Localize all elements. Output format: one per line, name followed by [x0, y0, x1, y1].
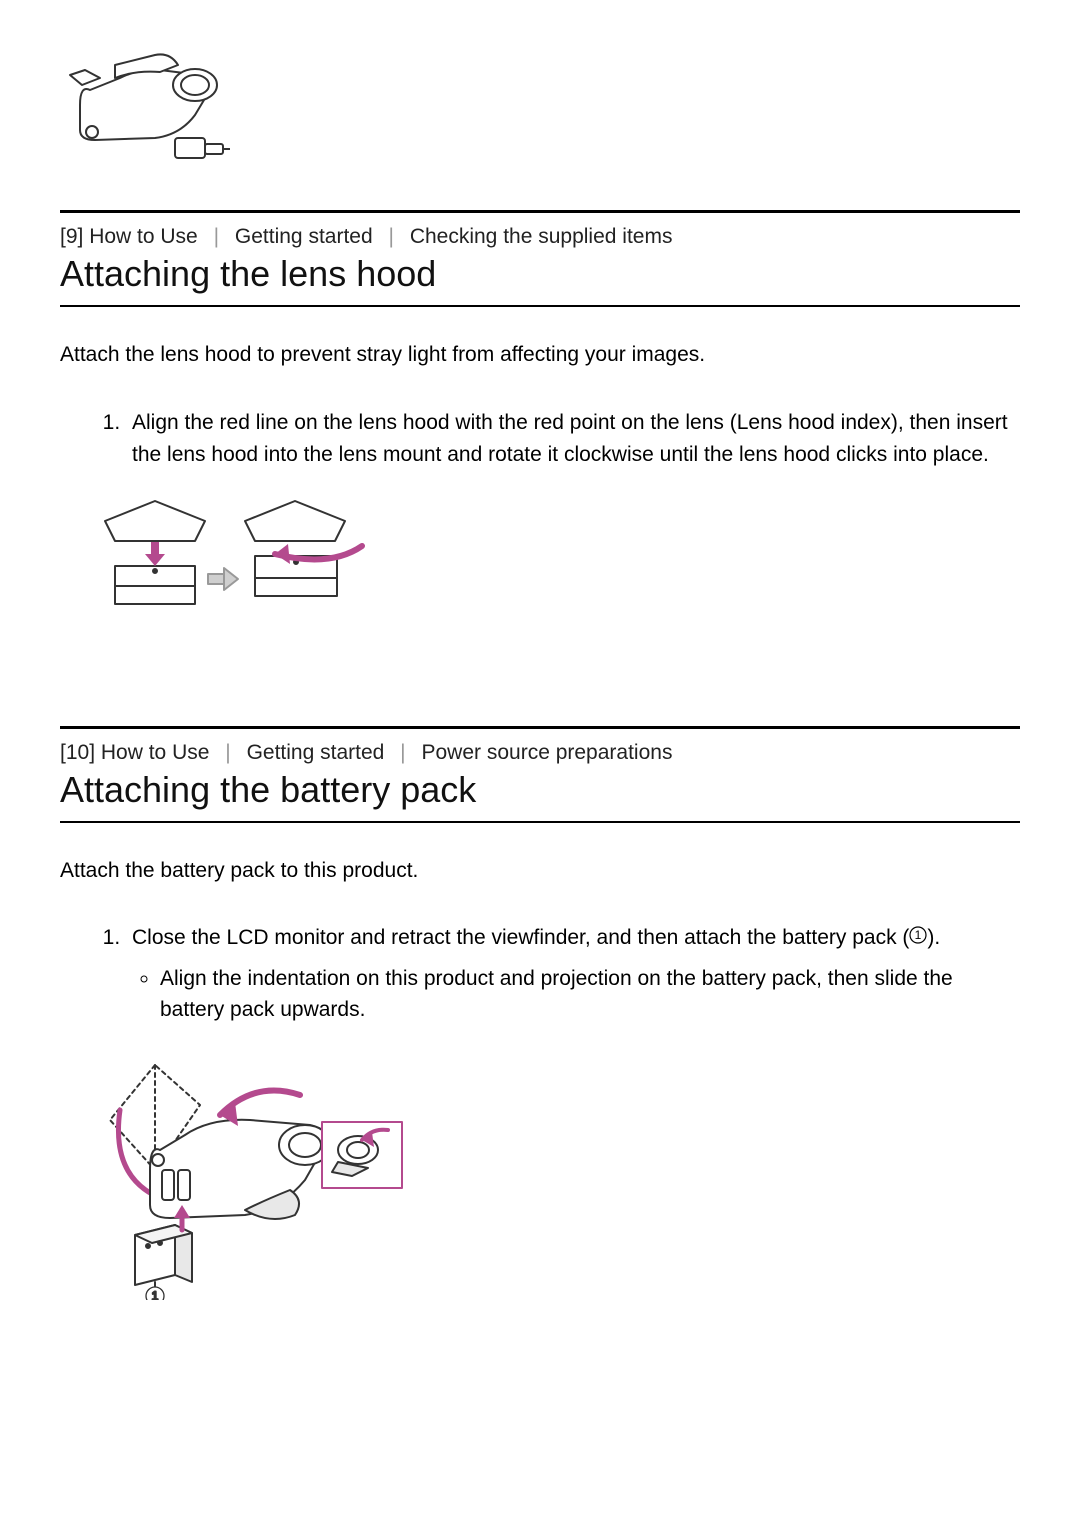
section-divider-top: [60, 210, 1020, 213]
breadcrumb-sep-icon: |: [225, 741, 230, 764]
breadcrumb-level1: How to Use: [89, 225, 198, 248]
section-intro: Attach the battery pack to this product.: [60, 855, 1020, 887]
svg-text:1: 1: [915, 928, 922, 942]
substep-list: Align the indentation on this product an…: [132, 963, 1020, 1026]
breadcrumb-num: [10]: [60, 741, 95, 764]
breadcrumb-num: [9]: [60, 225, 83, 248]
breadcrumb: [10] How to Use | Getting started | Powe…: [60, 741, 1020, 765]
camcorder-illustration-small: [60, 30, 230, 170]
substep-item: Align the indentation on this product an…: [160, 963, 1020, 1026]
breadcrumb-level2: Getting started: [247, 741, 385, 764]
step-item: Close the LCD monitor and retract the vi…: [126, 922, 1020, 1026]
section-intro: Attach the lens hood to prevent stray li…: [60, 339, 1020, 371]
breadcrumb-level1: How to Use: [101, 741, 210, 764]
step-list: Close the LCD monitor and retract the vi…: [60, 922, 1020, 1026]
breadcrumb-level3: Power source preparations: [421, 741, 672, 764]
section-divider-bottom: [60, 821, 1020, 823]
breadcrumb-sep-icon: |: [389, 225, 394, 248]
step-text-pre: Close the LCD monitor and retract the vi…: [132, 926, 909, 949]
lens-hood-attach-illustration: [100, 496, 380, 626]
section-title: Attaching the battery pack: [60, 769, 1020, 811]
step-text-post: ).: [927, 926, 940, 949]
svg-text:1: 1: [152, 1289, 159, 1300]
breadcrumb-sep-icon: |: [400, 741, 405, 764]
step-item: Align the red line on the lens hood with…: [126, 407, 1020, 472]
step-list: Align the red line on the lens hood with…: [60, 407, 1020, 472]
battery-attach-illustration: 1: [100, 1050, 410, 1300]
breadcrumb-level2: Getting started: [235, 225, 373, 248]
circled-one-icon: 1: [909, 922, 927, 955]
breadcrumb-sep-icon: |: [214, 225, 219, 248]
step-text: Align the red line on the lens hood with…: [132, 411, 1008, 467]
section-divider-bottom: [60, 305, 1020, 307]
section-divider-top: [60, 726, 1020, 729]
breadcrumb: [9] How to Use | Getting started | Check…: [60, 225, 1020, 249]
breadcrumb-level3: Checking the supplied items: [410, 225, 673, 248]
section-title: Attaching the lens hood: [60, 253, 1020, 295]
